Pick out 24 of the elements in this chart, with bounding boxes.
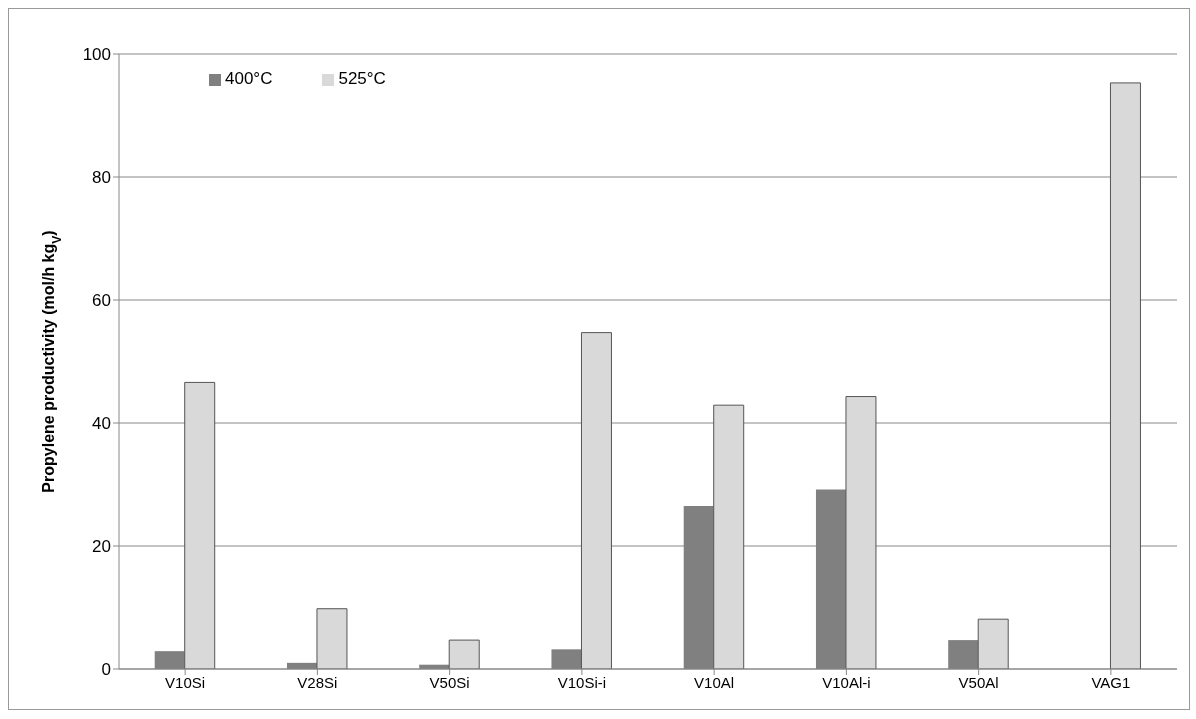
x-tick-label: V10Al-i — [822, 673, 871, 691]
x-tick-label: V50Al — [958, 673, 999, 691]
x-tick-label: V28Si — [297, 673, 338, 691]
legend-label: 525°C — [338, 69, 386, 88]
bar — [977, 618, 1009, 669]
y-tick-label: 20 — [92, 537, 111, 557]
bar — [1109, 82, 1141, 669]
x-tick-label: VAG1 — [1091, 673, 1131, 691]
bar — [184, 381, 216, 669]
bar — [713, 404, 745, 669]
legend-label: 400°C — [225, 69, 273, 88]
y-tick-label: 0 — [101, 660, 111, 680]
bar — [580, 332, 612, 669]
x-tick-label: V50Si — [429, 673, 470, 691]
x-tick-label: V10Si — [165, 673, 206, 691]
x-tick-label: V10Al — [694, 673, 735, 691]
y-tick-label: 40 — [92, 414, 111, 434]
bar — [316, 608, 348, 669]
y-tick-label: 80 — [92, 168, 111, 188]
y-tick-label: 100 — [82, 45, 111, 65]
y-tick-label: 60 — [92, 291, 111, 311]
bar — [448, 639, 480, 669]
bar — [845, 396, 877, 669]
x-tick-label: V10Si-i — [557, 673, 607, 691]
